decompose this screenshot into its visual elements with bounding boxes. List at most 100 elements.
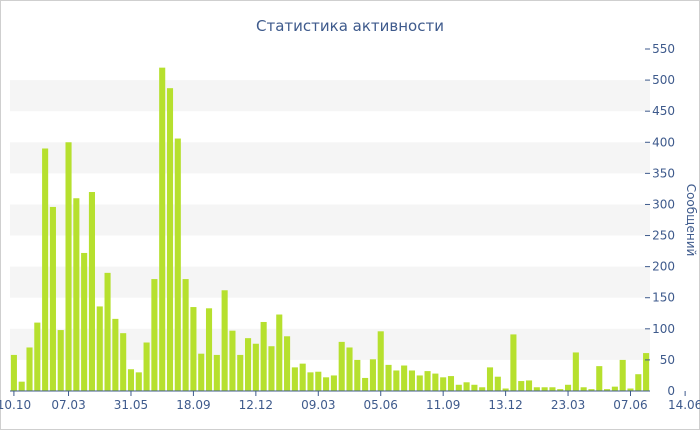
y-tick-label: 300 xyxy=(652,197,675,211)
bar xyxy=(237,354,244,391)
bar xyxy=(604,389,611,391)
bar xyxy=(213,354,220,391)
bar xyxy=(432,373,439,391)
chart-title: Статистика активности xyxy=(256,17,444,35)
grid-band xyxy=(10,204,650,236)
bar xyxy=(346,347,353,391)
bar xyxy=(182,279,189,391)
bar xyxy=(112,318,119,391)
bar xyxy=(198,353,205,391)
bar xyxy=(330,375,337,391)
y-tick-label: 150 xyxy=(652,291,675,305)
bar xyxy=(104,272,111,391)
bar xyxy=(479,387,486,391)
bar xyxy=(73,198,80,391)
y-axis-ticks: 0 50 100 150 200 250 300 350 400 450 500 550 xyxy=(645,42,675,398)
x-tick-label: 13.12 xyxy=(488,398,522,412)
bar xyxy=(323,377,330,391)
bar xyxy=(174,138,181,391)
x-tick-label: 18.09 xyxy=(176,398,210,412)
bar xyxy=(611,386,618,391)
y-tick-label: 500 xyxy=(652,73,675,87)
bar xyxy=(619,359,626,391)
bar xyxy=(471,384,478,391)
bar xyxy=(96,306,103,391)
bar xyxy=(42,148,49,391)
y-tick-label: 550 xyxy=(652,42,675,56)
bar xyxy=(34,322,41,391)
bar xyxy=(393,370,400,391)
bar xyxy=(299,363,306,391)
x-axis-ticks: 10.10 07.03 31.05 18.09 12.12 09.03 05.06 11.09… xyxy=(0,391,700,412)
bar xyxy=(151,279,158,391)
bar xyxy=(627,388,634,391)
bar xyxy=(533,387,540,391)
bar xyxy=(65,142,72,391)
bar xyxy=(166,88,174,392)
bar xyxy=(541,387,548,391)
bar xyxy=(635,374,642,391)
bar xyxy=(525,380,533,391)
bar xyxy=(565,384,572,391)
grid-band xyxy=(10,266,650,298)
x-tick-label: 11.09 xyxy=(426,398,460,412)
y-tick-label: 400 xyxy=(652,135,675,149)
grid-band xyxy=(10,80,650,112)
bar xyxy=(369,359,376,391)
bar xyxy=(354,359,361,391)
bar xyxy=(315,371,322,391)
bar xyxy=(120,333,127,391)
bar xyxy=(447,376,455,391)
bar xyxy=(88,192,95,391)
x-tick-label: 07.03 xyxy=(51,398,85,412)
x-tick-label: 05.06 xyxy=(364,398,398,412)
bar xyxy=(221,290,228,391)
bar xyxy=(408,370,415,391)
bars xyxy=(10,67,650,392)
y-tick-label: 450 xyxy=(652,104,675,118)
x-tick-label: 14.06 xyxy=(668,398,700,412)
y-tick-label: 250 xyxy=(652,229,675,243)
bar xyxy=(643,353,650,391)
x-tick-label: 31.05 xyxy=(114,398,148,412)
bar xyxy=(510,334,517,391)
bar xyxy=(127,369,135,391)
bar xyxy=(10,354,17,391)
y-tick-label: 200 xyxy=(652,260,675,274)
bar xyxy=(26,347,33,391)
y-axis-label: Сообщений xyxy=(684,184,698,257)
bar xyxy=(557,389,564,391)
bar xyxy=(18,381,25,391)
bar xyxy=(252,343,259,391)
y-tick-label: 100 xyxy=(652,322,675,336)
bar xyxy=(159,67,166,392)
bar xyxy=(486,367,494,391)
bar xyxy=(260,321,267,391)
bar xyxy=(135,372,142,391)
bar xyxy=(455,384,462,391)
bar xyxy=(276,314,283,391)
x-tick-label: 10.10 xyxy=(0,398,31,412)
y-tick-label: 350 xyxy=(652,166,675,180)
bar xyxy=(49,206,56,391)
bar xyxy=(190,307,197,391)
bar xyxy=(143,342,150,391)
bar xyxy=(572,352,579,391)
bar xyxy=(463,382,470,391)
bar xyxy=(284,336,291,391)
bar xyxy=(424,371,431,391)
bar xyxy=(307,372,314,391)
bar xyxy=(205,308,213,391)
y-tick-label: 0 xyxy=(667,384,675,398)
bar xyxy=(518,381,525,391)
bar xyxy=(549,387,556,391)
bar xyxy=(245,338,252,391)
bar xyxy=(377,331,384,391)
grid-band xyxy=(10,142,650,174)
bar xyxy=(362,377,369,391)
x-tick-label: 12.12 xyxy=(239,398,273,412)
bar xyxy=(229,330,236,391)
bar xyxy=(291,367,298,391)
bar xyxy=(57,330,64,391)
